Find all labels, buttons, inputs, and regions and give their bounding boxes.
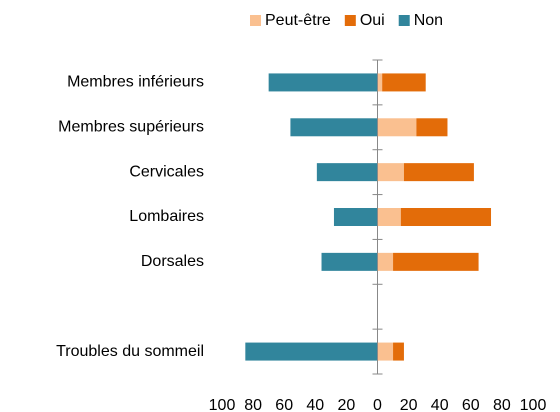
bar (377, 208, 401, 226)
legend-label: Non (414, 12, 443, 29)
y-tick-label: Membres inférieurs (67, 74, 204, 91)
bar (403, 163, 474, 182)
legend-swatch (250, 15, 261, 26)
bar (377, 342, 394, 361)
bar (382, 73, 426, 92)
y-tick-label: Cervicales (129, 163, 204, 180)
bar (245, 342, 378, 361)
x-tick-label: 100 (520, 397, 547, 412)
bar (377, 252, 394, 271)
bar (416, 118, 448, 137)
bar (321, 252, 378, 271)
y-tick-label: Membres supérieurs (58, 119, 204, 136)
legend-swatch (398, 15, 410, 26)
x-tick-label: 60 (462, 397, 480, 412)
x-tick-label: 0 (373, 397, 382, 412)
legend-label: Oui (360, 12, 385, 29)
bar (316, 163, 378, 182)
bar (377, 118, 417, 137)
x-tick-label: 20 (400, 397, 418, 412)
x-tick-label: 40 (306, 397, 324, 412)
x-tick-label: 80 (244, 397, 262, 412)
bar (393, 252, 479, 271)
legend-swatch (344, 15, 356, 26)
x-tick-label: 80 (493, 397, 511, 412)
bar (400, 208, 492, 226)
x-tick-label: 40 (431, 397, 449, 412)
bar (377, 163, 404, 182)
bar (377, 73, 383, 92)
bar (393, 342, 404, 361)
x-tick-label: 60 (275, 397, 293, 412)
bar (333, 208, 378, 226)
x-tick-label: 100 (209, 397, 236, 412)
y-tick-label: Lombaires (129, 208, 204, 225)
y-tick-label: Dorsales (141, 253, 204, 270)
bar (268, 73, 378, 92)
legend-label: Peut-être (265, 12, 331, 29)
y-tick-label: Troubles du sommeil (56, 343, 204, 360)
bar (290, 118, 378, 137)
x-tick-label: 20 (338, 397, 356, 412)
